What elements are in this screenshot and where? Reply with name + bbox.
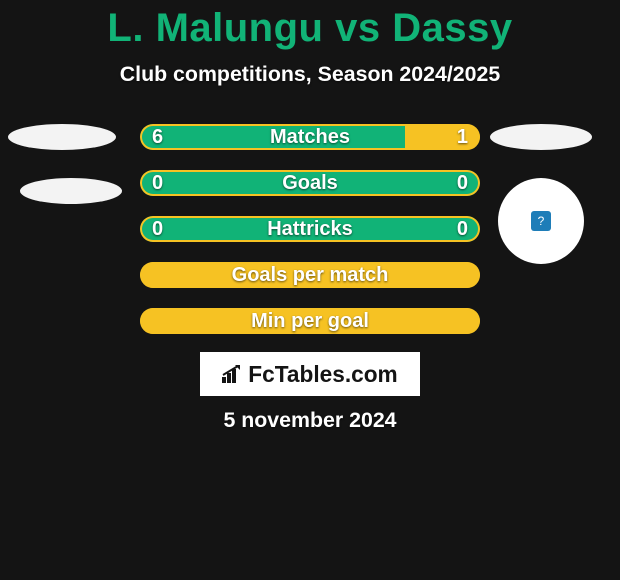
page-title: L. Malungu vs Dassy	[0, 6, 620, 51]
player-right-avatar-2: ?	[498, 178, 584, 264]
stat-row: Goals per match	[140, 262, 480, 288]
player-left-avatar-2	[20, 178, 122, 204]
stat-label: Goals per match	[140, 262, 480, 288]
stat-row: 00Goals	[140, 170, 480, 196]
stat-label: Matches	[140, 124, 480, 150]
comparison-canvas: L. Malungu vs Dassy Club competitions, S…	[0, 0, 620, 580]
stat-row: Min per goal	[140, 308, 480, 334]
unknown-player-icon: ?	[531, 211, 551, 231]
stat-row: 61Matches	[140, 124, 480, 150]
stat-label: Hattricks	[140, 216, 480, 242]
stat-label: Goals	[140, 170, 480, 196]
fctables-logo: FcTables.com	[200, 352, 420, 396]
player-left-avatar-1	[8, 124, 116, 150]
fctables-mark-icon	[222, 365, 242, 383]
stat-label: Min per goal	[140, 308, 480, 334]
stat-row: 00Hattricks	[140, 216, 480, 242]
subtitle: Club competitions, Season 2024/2025	[0, 62, 620, 87]
date-label: 5 november 2024	[0, 408, 620, 433]
fctables-logo-text: FcTables.com	[248, 361, 397, 388]
player-right-avatar-1	[490, 124, 592, 150]
